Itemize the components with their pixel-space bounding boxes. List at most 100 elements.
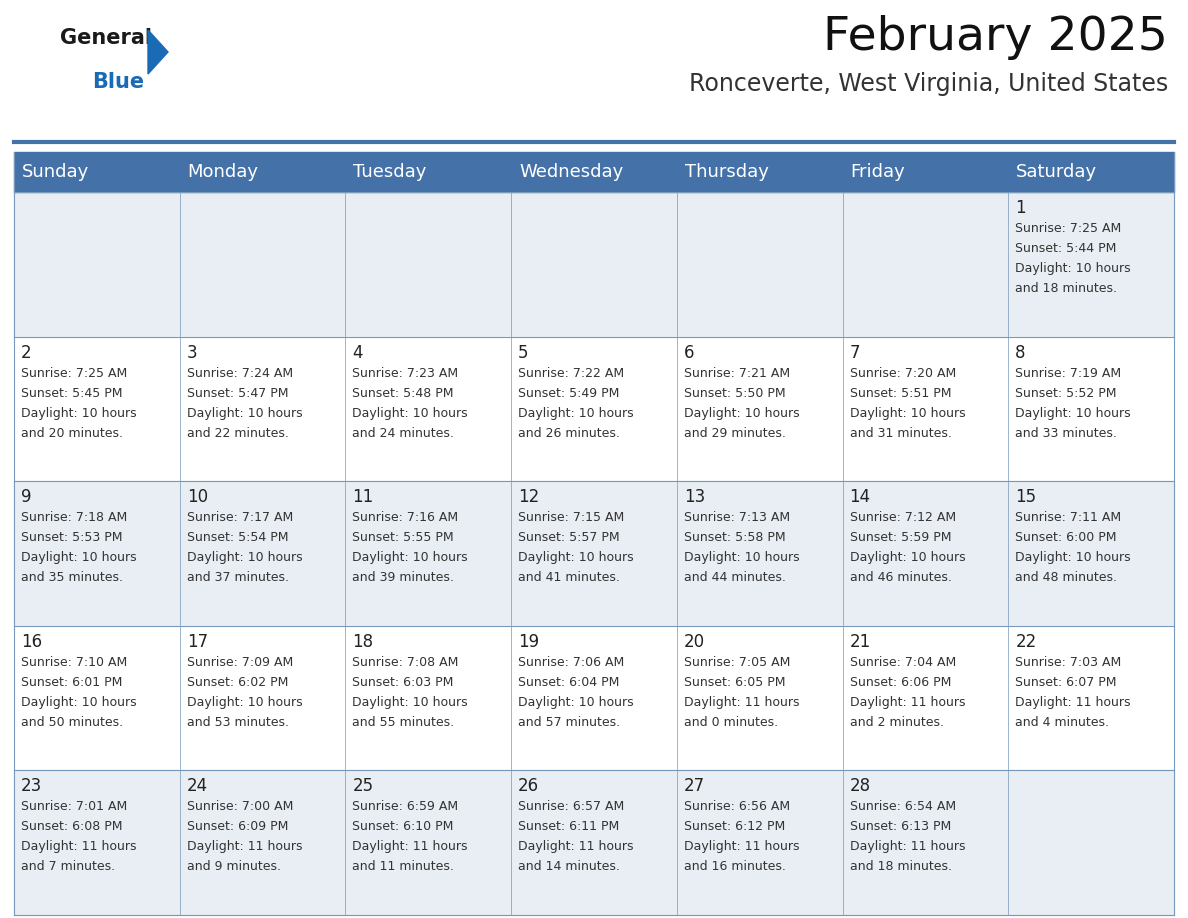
Text: 6: 6 <box>684 343 694 362</box>
Text: Sunrise: 7:10 AM: Sunrise: 7:10 AM <box>21 655 127 669</box>
Text: Ronceverte, West Virginia, United States: Ronceverte, West Virginia, United States <box>689 72 1168 96</box>
Text: and 57 minutes.: and 57 minutes. <box>518 716 620 729</box>
Text: Daylight: 10 hours: Daylight: 10 hours <box>1016 551 1131 565</box>
Text: Daylight: 10 hours: Daylight: 10 hours <box>187 696 302 709</box>
Text: 5: 5 <box>518 343 529 362</box>
Text: and 35 minutes.: and 35 minutes. <box>21 571 124 584</box>
Text: Daylight: 10 hours: Daylight: 10 hours <box>1016 407 1131 420</box>
Text: Daylight: 11 hours: Daylight: 11 hours <box>849 840 965 854</box>
Text: Thursday: Thursday <box>684 163 769 181</box>
Text: Sunrise: 7:23 AM: Sunrise: 7:23 AM <box>353 366 459 380</box>
Text: Daylight: 10 hours: Daylight: 10 hours <box>849 551 965 565</box>
Text: Sunset: 6:02 PM: Sunset: 6:02 PM <box>187 676 287 688</box>
Text: Daylight: 10 hours: Daylight: 10 hours <box>353 551 468 565</box>
Text: and 48 minutes.: and 48 minutes. <box>1016 571 1117 584</box>
Text: 11: 11 <box>353 488 374 506</box>
Text: Daylight: 10 hours: Daylight: 10 hours <box>353 407 468 420</box>
Text: Sunset: 5:48 PM: Sunset: 5:48 PM <box>353 386 454 399</box>
Text: Daylight: 10 hours: Daylight: 10 hours <box>187 407 302 420</box>
Bar <box>14 152 1174 192</box>
Text: and 24 minutes.: and 24 minutes. <box>353 427 454 440</box>
Text: 4: 4 <box>353 343 362 362</box>
Text: and 31 minutes.: and 31 minutes. <box>849 427 952 440</box>
Text: Sunset: 5:59 PM: Sunset: 5:59 PM <box>849 532 952 544</box>
Text: 21: 21 <box>849 633 871 651</box>
Text: 1: 1 <box>1016 199 1026 217</box>
Text: Sunrise: 7:16 AM: Sunrise: 7:16 AM <box>353 511 459 524</box>
Text: Sunrise: 6:54 AM: Sunrise: 6:54 AM <box>849 800 955 813</box>
Text: Sunrise: 7:18 AM: Sunrise: 7:18 AM <box>21 511 127 524</box>
Text: Sunrise: 7:25 AM: Sunrise: 7:25 AM <box>21 366 127 380</box>
Text: Sunset: 5:57 PM: Sunset: 5:57 PM <box>518 532 620 544</box>
Text: Sunrise: 7:19 AM: Sunrise: 7:19 AM <box>1016 366 1121 380</box>
Bar <box>14 481 1174 626</box>
Text: and 29 minutes.: and 29 minutes. <box>684 427 785 440</box>
Text: 17: 17 <box>187 633 208 651</box>
Text: Sunrise: 7:15 AM: Sunrise: 7:15 AM <box>518 511 625 524</box>
Text: Daylight: 11 hours: Daylight: 11 hours <box>518 840 633 854</box>
Text: Sunset: 6:01 PM: Sunset: 6:01 PM <box>21 676 122 688</box>
Text: 25: 25 <box>353 778 373 795</box>
Text: and 2 minutes.: and 2 minutes. <box>849 716 943 729</box>
Text: Sunrise: 7:17 AM: Sunrise: 7:17 AM <box>187 511 293 524</box>
Text: and 37 minutes.: and 37 minutes. <box>187 571 289 584</box>
Text: 26: 26 <box>518 778 539 795</box>
Text: Sunset: 6:00 PM: Sunset: 6:00 PM <box>1016 532 1117 544</box>
Text: Sunset: 6:10 PM: Sunset: 6:10 PM <box>353 821 454 834</box>
Text: and 18 minutes.: and 18 minutes. <box>849 860 952 873</box>
Text: 19: 19 <box>518 633 539 651</box>
Text: Sunrise: 7:04 AM: Sunrise: 7:04 AM <box>849 655 956 669</box>
Text: Daylight: 10 hours: Daylight: 10 hours <box>21 551 137 565</box>
Text: and 26 minutes.: and 26 minutes. <box>518 427 620 440</box>
Text: Daylight: 10 hours: Daylight: 10 hours <box>187 551 302 565</box>
Text: Friday: Friday <box>851 163 905 181</box>
Text: 12: 12 <box>518 488 539 506</box>
Text: Sunset: 6:04 PM: Sunset: 6:04 PM <box>518 676 619 688</box>
Text: and 4 minutes.: and 4 minutes. <box>1016 716 1110 729</box>
Text: Daylight: 11 hours: Daylight: 11 hours <box>684 840 800 854</box>
Text: Daylight: 11 hours: Daylight: 11 hours <box>849 696 965 709</box>
Text: General: General <box>61 28 152 48</box>
Text: Daylight: 10 hours: Daylight: 10 hours <box>849 407 965 420</box>
Text: and 22 minutes.: and 22 minutes. <box>187 427 289 440</box>
Text: Daylight: 10 hours: Daylight: 10 hours <box>21 696 137 709</box>
Text: 14: 14 <box>849 488 871 506</box>
Text: 2: 2 <box>21 343 32 362</box>
Text: 8: 8 <box>1016 343 1025 362</box>
Text: Sunrise: 7:05 AM: Sunrise: 7:05 AM <box>684 655 790 669</box>
Text: Sunset: 6:11 PM: Sunset: 6:11 PM <box>518 821 619 834</box>
Text: and 0 minutes.: and 0 minutes. <box>684 716 778 729</box>
Text: Sunrise: 7:09 AM: Sunrise: 7:09 AM <box>187 655 293 669</box>
Text: 9: 9 <box>21 488 32 506</box>
Text: Wednesday: Wednesday <box>519 163 624 181</box>
Text: Sunrise: 7:21 AM: Sunrise: 7:21 AM <box>684 366 790 380</box>
Text: and 9 minutes.: and 9 minutes. <box>187 860 280 873</box>
Text: Sunrise: 6:57 AM: Sunrise: 6:57 AM <box>518 800 625 813</box>
Text: Daylight: 11 hours: Daylight: 11 hours <box>684 696 800 709</box>
Text: 23: 23 <box>21 778 43 795</box>
Text: and 11 minutes.: and 11 minutes. <box>353 860 454 873</box>
Text: Daylight: 10 hours: Daylight: 10 hours <box>518 696 633 709</box>
Text: February 2025: February 2025 <box>823 15 1168 60</box>
Text: 18: 18 <box>353 633 373 651</box>
Text: Sunset: 5:50 PM: Sunset: 5:50 PM <box>684 386 785 399</box>
Text: 10: 10 <box>187 488 208 506</box>
Text: Sunrise: 6:56 AM: Sunrise: 6:56 AM <box>684 800 790 813</box>
Text: Daylight: 10 hours: Daylight: 10 hours <box>21 407 137 420</box>
Polygon shape <box>148 30 168 74</box>
Bar <box>14 192 1174 337</box>
Text: Sunset: 5:44 PM: Sunset: 5:44 PM <box>1016 242 1117 255</box>
Text: Sunset: 6:07 PM: Sunset: 6:07 PM <box>1016 676 1117 688</box>
Text: Monday: Monday <box>188 163 259 181</box>
Text: Sunrise: 7:11 AM: Sunrise: 7:11 AM <box>1016 511 1121 524</box>
Text: 27: 27 <box>684 778 704 795</box>
Text: 15: 15 <box>1016 488 1036 506</box>
Text: and 50 minutes.: and 50 minutes. <box>21 716 124 729</box>
Text: Sunrise: 7:06 AM: Sunrise: 7:06 AM <box>518 655 625 669</box>
Text: and 33 minutes.: and 33 minutes. <box>1016 427 1117 440</box>
Text: and 16 minutes.: and 16 minutes. <box>684 860 785 873</box>
Text: Sunrise: 6:59 AM: Sunrise: 6:59 AM <box>353 800 459 813</box>
Text: Tuesday: Tuesday <box>353 163 426 181</box>
Text: Daylight: 10 hours: Daylight: 10 hours <box>684 551 800 565</box>
Text: Sunset: 6:08 PM: Sunset: 6:08 PM <box>21 821 122 834</box>
